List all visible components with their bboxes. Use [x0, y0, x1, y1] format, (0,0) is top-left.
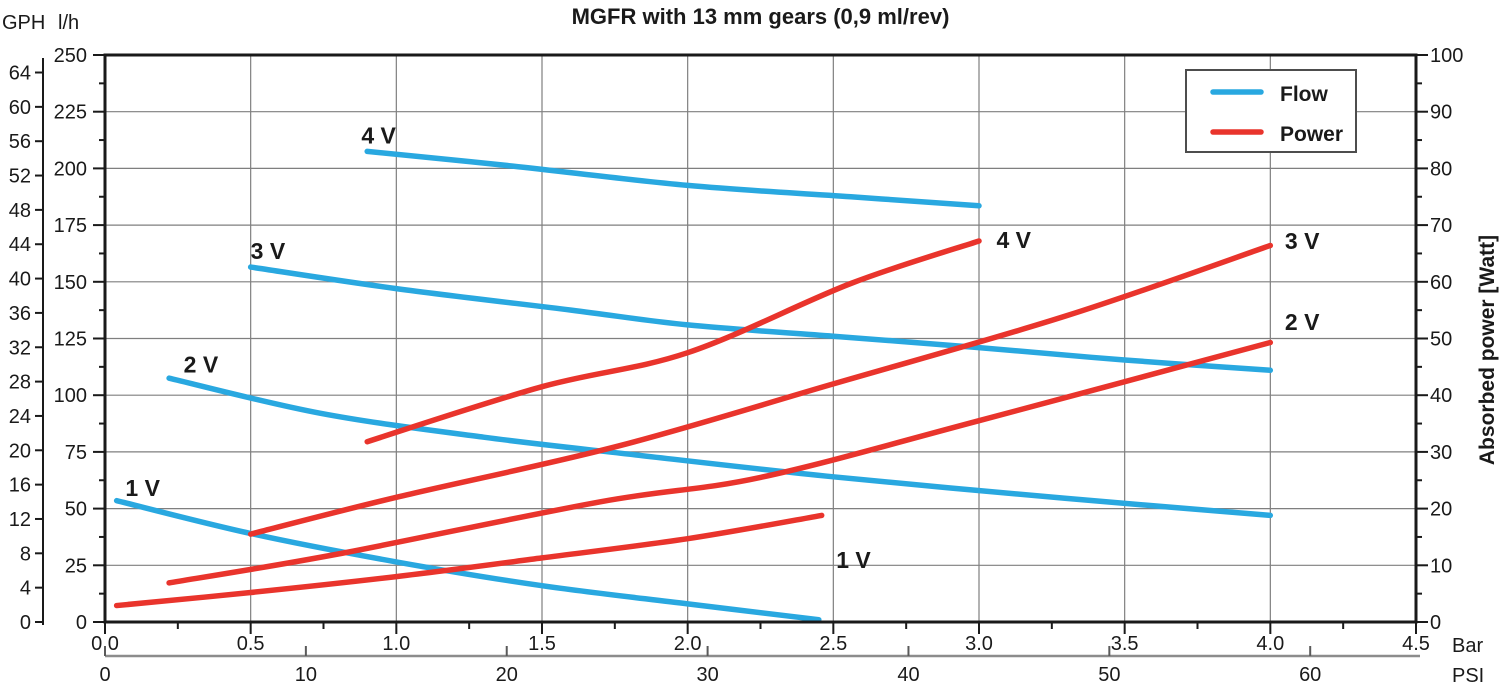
watt-tick-label: 80 — [1430, 158, 1452, 180]
gph-tick-label: 12 — [9, 509, 31, 531]
gph-tick-label: 64 — [9, 63, 31, 85]
psi-tick-label: 10 — [295, 664, 317, 685]
bar-tick-label: 1.0 — [382, 633, 410, 655]
flow-4v-curve — [364, 148, 982, 209]
watt-tick-label: 40 — [1430, 385, 1452, 407]
watt-axis-title: Absorbed power [Watt] — [1476, 234, 1499, 466]
flow-2v-curve — [166, 375, 1274, 519]
gph-tick-label: 20 — [9, 440, 31, 462]
gph-tick-label: 8 — [20, 543, 31, 565]
lh-tick-label: 250 — [54, 45, 87, 67]
power-2v-label: 2 V — [1285, 309, 1320, 335]
lh-tick-label: 100 — [54, 385, 87, 407]
power-4v-label: 4 V — [996, 227, 1031, 253]
power-3v-label: 3 V — [1285, 228, 1320, 254]
lh-tick-label: 200 — [54, 158, 87, 180]
watt-tick-label: 50 — [1430, 329, 1452, 351]
legend-box — [1185, 69, 1357, 153]
gph-tick-label: 48 — [9, 200, 31, 222]
bar-tick-label: 2.5 — [819, 633, 847, 655]
watt-tick-label: 30 — [1430, 442, 1452, 464]
gph-tick-label: 52 — [9, 166, 31, 188]
power-1v-label: 1 V — [836, 547, 871, 573]
gph-axis-unit: GPH — [2, 12, 46, 34]
gph-tick-label: 56 — [9, 131, 31, 153]
lh-axis-unit: l/h — [58, 12, 80, 34]
gph-tick-label: 16 — [9, 475, 31, 497]
gph-tick-label: 40 — [9, 269, 31, 291]
gph-tick-label: 60 — [9, 97, 31, 119]
power-4v-curve — [364, 238, 982, 445]
bar-axis-unit: Bar — [1452, 635, 1484, 657]
psi-axis-unit: PSI — [1452, 665, 1485, 685]
power-1v-curve — [113, 512, 825, 609]
watt-tick-label: 70 — [1430, 215, 1452, 237]
bar-axis: 0.0 0.5 1.0 1.5 2.0 2.5 3.0 3.5 4.0 4.5 — [91, 622, 1430, 655]
watt-tick-label: 0 — [1430, 612, 1441, 634]
power-3v-curve — [247, 242, 1274, 537]
curves — [113, 148, 1274, 623]
lh-tick-label: 50 — [65, 499, 87, 521]
lh-tick-label: 25 — [65, 555, 87, 577]
bar-tick-label: 1.5 — [528, 633, 556, 655]
gph-tick-label: 28 — [9, 372, 31, 394]
legend-label-power: Power — [1280, 123, 1343, 146]
bar-tick-label: 4.0 — [1256, 633, 1284, 655]
psi-tick-label: 0 — [99, 664, 110, 685]
gph-tick-label: 0 — [20, 612, 31, 634]
psi-tick-label: 60 — [1299, 664, 1321, 685]
bar-tick-label: 0.0 — [91, 633, 119, 655]
gph-tick-label: 24 — [9, 406, 31, 428]
psi-tick-label: 40 — [897, 664, 919, 685]
psi-tick-label: 50 — [1098, 664, 1120, 685]
power-2v-curve — [166, 339, 1274, 586]
lh-tick-label: 125 — [54, 329, 87, 351]
bar-tick-label: 3.5 — [1111, 633, 1139, 655]
gph-tick-label: 4 — [20, 578, 31, 600]
flow-2v-label: 2 V — [184, 352, 219, 378]
psi-tick-label: 20 — [496, 664, 518, 685]
watt-tick-label: 90 — [1430, 102, 1452, 124]
lh-tick-label: 150 — [54, 272, 87, 294]
chart-title: MGFR with 13 mm gears (0,9 ml/rev) — [571, 4, 950, 29]
lh-tick-label: 175 — [54, 215, 87, 237]
flow-1v-curve — [113, 497, 822, 623]
watt-tick-label: 100 — [1430, 45, 1463, 67]
watt-tick-label: 10 — [1430, 555, 1452, 577]
gph-tick-label: 32 — [9, 337, 31, 359]
flow-3v-label: 3 V — [251, 238, 286, 264]
bar-tick-label: 2.0 — [674, 633, 702, 655]
lh-tick-label: 0 — [76, 612, 87, 634]
watt-tick-label: 60 — [1430, 272, 1452, 294]
bar-tick-label: 0.5 — [237, 633, 265, 655]
legend: Flow Power — [1185, 69, 1357, 153]
bar-tick-label: 3.0 — [965, 633, 993, 655]
curve-labels: 1 V 2 V 3 V 4 V 1 V 2 V 3 V 4 V — [125, 122, 1320, 573]
gph-tick-label: 44 — [9, 234, 31, 256]
psi-axis: 0 10 20 30 40 50 60 — [99, 646, 1420, 685]
bar-tick-label: 4.5 — [1402, 633, 1430, 655]
gph-tick-label: 36 — [9, 303, 31, 325]
legend-label-flow: Flow — [1280, 83, 1328, 106]
lh-tick-label: 75 — [65, 442, 87, 464]
flow-1v-label: 1 V — [125, 475, 160, 501]
watt-tick-label: 20 — [1430, 499, 1452, 521]
flow-4v-label: 4 V — [361, 122, 396, 148]
flow-3v-curve — [247, 264, 1274, 374]
lh-tick-label: 225 — [54, 102, 87, 124]
psi-tick-label: 30 — [696, 664, 718, 685]
